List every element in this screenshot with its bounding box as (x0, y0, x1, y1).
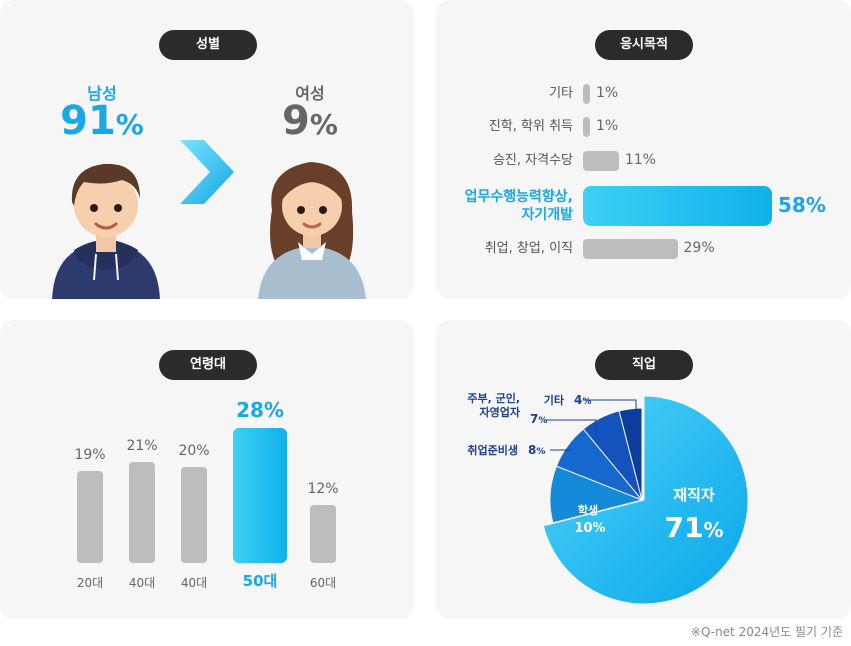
age-bar (129, 461, 155, 563)
female-label: 여성 (295, 84, 325, 103)
gender-panel: 성별 남성 91% 여성 9% (0, 0, 414, 299)
pie-outer-label: 주부, 군인, (467, 391, 520, 405)
female-avatar (258, 162, 366, 299)
purpose-panel: 응시목적 기타 1% 진학, 학위 취득 1% 승진, 자격수당 11% 업무수행능력향상,… (436, 0, 851, 299)
age-bar (181, 466, 207, 563)
age-title: 연령대 (159, 350, 257, 380)
age-bar (233, 428, 287, 563)
age-value-label: 28% (236, 398, 284, 422)
pie-outer-value: 4% (574, 393, 591, 407)
gender-title: 성별 (159, 30, 257, 60)
pie-outer-value: 7% (530, 412, 547, 426)
purpose-category-label: 업무수행능력향상, 자기개발 (464, 189, 573, 223)
age-bar-chart: 19% 20대 21% 40대 20% 40대 28% 50대 12% 60대 (0, 320, 414, 619)
pie-outer-value: 8% (528, 443, 545, 457)
purpose-value-label: 11% (624, 152, 656, 168)
purpose-value-label: 1% (596, 118, 619, 134)
age-bar (310, 505, 336, 563)
purpose-value-label: 1% (596, 85, 619, 101)
age-value-label: 21% (126, 437, 158, 454)
male-label: 남성 (87, 84, 117, 103)
age-category-label: 20대 (76, 576, 104, 590)
age-category-label: 40대 (180, 576, 208, 590)
male-avatar (52, 163, 160, 299)
source-footnote: ※Q-net 2024년도 필기 기준 (690, 625, 843, 639)
callout-line (584, 399, 637, 410)
male-percentage: 91% (40, 98, 164, 144)
pie-slice-value: 10% (574, 521, 605, 536)
pie-slice-label: 학생 (578, 503, 598, 517)
age-value-label: 19% (74, 447, 106, 464)
purpose-bar (583, 117, 590, 137)
purpose-value-label: 58% (778, 193, 826, 217)
purpose-category-label: 승진, 자격수당 (492, 153, 573, 168)
purpose-bar (583, 84, 590, 104)
age-category-label: 50대 (242, 572, 278, 590)
female-value: 9 (282, 98, 310, 144)
male-value: 91 (60, 98, 116, 144)
purpose-category-label: 기타 (549, 86, 573, 101)
purpose-bar (583, 239, 678, 259)
pie-outer-label: 취업준비생 (467, 443, 518, 457)
age-bar (77, 471, 103, 563)
purpose-bar-chart: 기타 1% 진학, 학위 취득 1% 승진, 자격수당 11% 업무수행능력향상, 자기개발 5… (436, 0, 851, 299)
male-unit: % (115, 108, 144, 141)
pie-slice-value: 71% (664, 511, 723, 544)
pie-slice (542, 395, 749, 605)
callout-line (544, 419, 597, 432)
purpose-category-label: 취업, 창업, 이직 (484, 241, 573, 256)
age-category-label: 60대 (309, 576, 337, 590)
pie-slice (618, 407, 643, 501)
job-pie-chart: 재직자 71% 학생 10% 기타 4% 주부, 군인,자영업자 7% 취업준비생 8% (467, 391, 749, 605)
age-value-label: 20% (178, 442, 210, 459)
age-panel: 연령대 19% 20대 21% 40대 20% 40대 28% 50대 12% 60대 (0, 320, 414, 619)
pie-outer-label: 기타 (544, 393, 565, 407)
female-percentage: 9% (248, 98, 372, 144)
age-value-label: 12% (307, 481, 339, 498)
purpose-bar (583, 151, 619, 171)
job-panel: 직업 재직자 71% 학생 10% 기타 4% 주부, 군인, 자영업자 7% 취업준비생 8% (436, 320, 851, 619)
purpose-value-label: 29% (683, 240, 715, 256)
pie-slice-label: 재직자 (673, 486, 715, 504)
purpose-bar (583, 186, 772, 226)
purpose-title: 응시목적 (595, 30, 693, 60)
female-unit: % (309, 108, 338, 141)
age-category-label: 40대 (128, 576, 156, 590)
pie-outer-label: 자영업자 (480, 405, 521, 419)
chevron-right-icon (180, 140, 234, 204)
purpose-category-label: 진학, 학위 취득 (488, 119, 573, 134)
job-title: 직업 (595, 350, 693, 380)
